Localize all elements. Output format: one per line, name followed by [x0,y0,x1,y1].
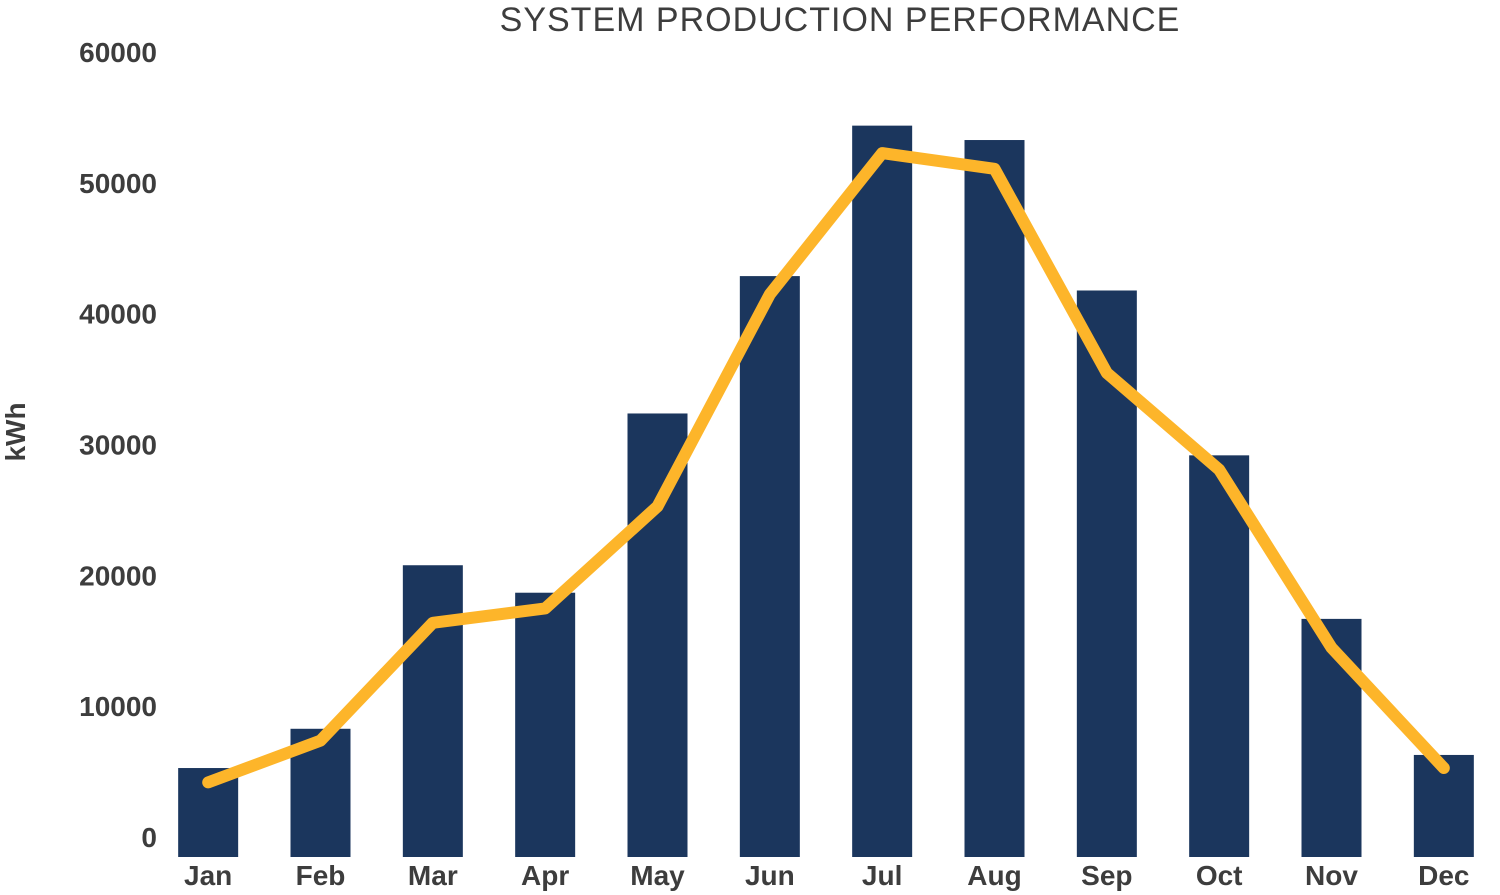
x-tick-label: Feb [296,860,346,891]
y-axis-label: kWh [0,402,31,461]
bar-mar [402,565,463,857]
bar-series [178,125,1474,858]
bar-apr [515,592,576,857]
x-tick-label: May [630,860,685,891]
bar-jul [852,125,913,858]
y-tick-label: 0 [141,822,157,853]
bar-nov [1301,618,1362,857]
x-tick-label: Jan [184,860,232,891]
x-tick-label: Jun [745,860,795,891]
y-tick-label: 10000 [79,691,157,722]
bar-jun [739,276,800,858]
y-tick-label: 40000 [79,299,157,330]
x-tick-label: Mar [408,860,458,891]
y-tick-label: 20000 [79,560,157,591]
y-tick-label: 50000 [79,168,157,199]
line-series [202,147,1450,789]
bar-oct [1189,455,1250,857]
bar-may [627,413,688,857]
x-tick-label: Nov [1305,860,1358,891]
production-line [202,147,1450,789]
x-tick-label: Sep [1081,860,1132,891]
x-tick-label: Aug [967,860,1021,891]
x-tick-label: Dec [1418,860,1469,891]
x-tick-label: Oct [1196,860,1243,891]
chart-title: SYSTEM PRODUCTION PERFORMANCE [500,1,1181,39]
y-axis-ticks: 0 10000 20000 30000 40000 50000 60000 [79,37,157,853]
x-tick-label: Apr [521,860,569,891]
x-tick-label: Jul [862,860,902,891]
x-axis-ticks: Jan Feb Mar Apr May Jun Jul Aug Sep Oct Nov Dec [184,860,1469,891]
bar-aug [964,140,1025,858]
y-tick-label: 60000 [79,37,157,68]
y-tick-label: 30000 [79,430,157,461]
